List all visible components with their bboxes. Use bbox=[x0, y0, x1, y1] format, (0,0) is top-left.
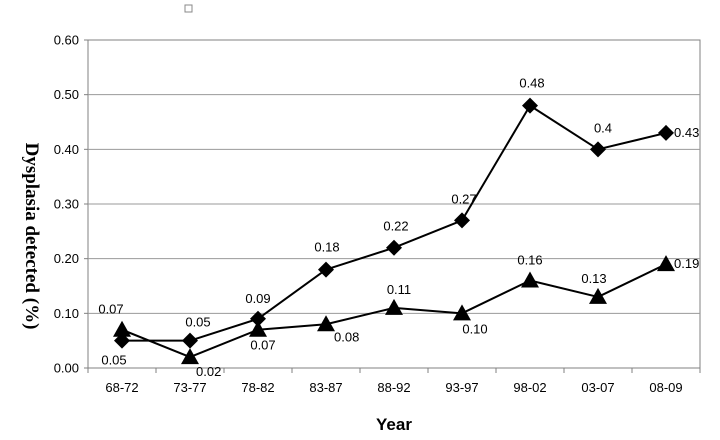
y-tick-label: 0.00 bbox=[54, 361, 79, 376]
small-square-glyph bbox=[184, 4, 193, 13]
diamond-marker bbox=[182, 332, 198, 349]
x-tick-label: 88-92 bbox=[377, 380, 410, 395]
diamond-marker bbox=[590, 141, 606, 158]
data-label: 0.22 bbox=[383, 219, 408, 234]
x-axis-title: Year bbox=[376, 415, 412, 434]
diamond-marker bbox=[454, 212, 470, 229]
triangle-marker bbox=[317, 315, 335, 332]
x-tick-label: 08-09 bbox=[649, 380, 682, 395]
x-tick-label: 93-97 bbox=[445, 380, 478, 395]
x-tick-label: 73-77 bbox=[173, 380, 206, 395]
data-label: 0.10 bbox=[462, 321, 487, 336]
triangle-marker bbox=[521, 271, 539, 288]
triangle-marker bbox=[181, 348, 199, 365]
triangle-marker bbox=[249, 320, 267, 337]
y-tick-label: 0.50 bbox=[54, 87, 79, 102]
x-tick-label: 03-07 bbox=[581, 380, 614, 395]
data-label: 0.43 bbox=[674, 125, 699, 140]
triangle-marker bbox=[657, 255, 675, 272]
gridlines bbox=[84, 39, 701, 373]
data-label: 0.08 bbox=[334, 329, 359, 344]
data-label: 0.07 bbox=[98, 302, 123, 317]
data-label: 0.27 bbox=[451, 191, 476, 206]
diamond-marker bbox=[386, 239, 402, 256]
diamond-marker bbox=[250, 310, 266, 327]
x-axis-tick-labels: 68-72 73-77 78-82 83-87 88-92 93-97 98-02 03-07… bbox=[105, 380, 682, 395]
x-tick-label: 78-82 bbox=[241, 380, 274, 395]
triangle-marker bbox=[589, 287, 607, 304]
data-label: 0.05 bbox=[185, 315, 210, 330]
diamond-marker bbox=[318, 261, 334, 278]
data-label: 0.11 bbox=[387, 282, 411, 297]
data-label: 0.13 bbox=[581, 271, 606, 286]
x-tick-label: 68-72 bbox=[105, 380, 138, 395]
y-tick-label: 0.10 bbox=[54, 306, 79, 321]
data-label: 0.09 bbox=[245, 291, 270, 306]
data-label: 0.05 bbox=[101, 353, 126, 368]
x-tick-label: 83-87 bbox=[309, 380, 342, 395]
y-tick-label: 0.40 bbox=[54, 142, 79, 157]
data-label: 0.19 bbox=[674, 256, 699, 271]
data-label: 0.4 bbox=[594, 120, 612, 135]
y-axis-title: Dysplasia detected (%) bbox=[21, 143, 42, 330]
x-tick-label: 98-02 bbox=[513, 380, 546, 395]
triangle-marker bbox=[453, 304, 471, 321]
data-labels: 0.05 0.05 0.09 0.18 0.22 0.27 0.48 0.4 0.43 0.07 0… bbox=[98, 76, 699, 379]
data-label: 0.07 bbox=[250, 338, 275, 353]
y-tick-label: 0.30 bbox=[54, 197, 79, 212]
triangle-marker bbox=[385, 298, 403, 315]
diamond-marker bbox=[658, 124, 674, 141]
data-label: 0.16 bbox=[517, 253, 542, 268]
y-tick-label: 0.20 bbox=[54, 251, 79, 266]
y-axis-tick-labels: 0.00 0.10 0.20 0.30 0.40 0.50 0.60 bbox=[54, 33, 79, 376]
data-label: 0.18 bbox=[314, 240, 339, 255]
diamond-marker bbox=[522, 97, 538, 114]
data-label: 0.02 bbox=[196, 364, 221, 379]
triangle-marker bbox=[113, 320, 131, 337]
y-tick-label: 0.60 bbox=[54, 33, 79, 48]
data-label: 0.48 bbox=[519, 76, 544, 91]
series-markers bbox=[113, 97, 675, 365]
